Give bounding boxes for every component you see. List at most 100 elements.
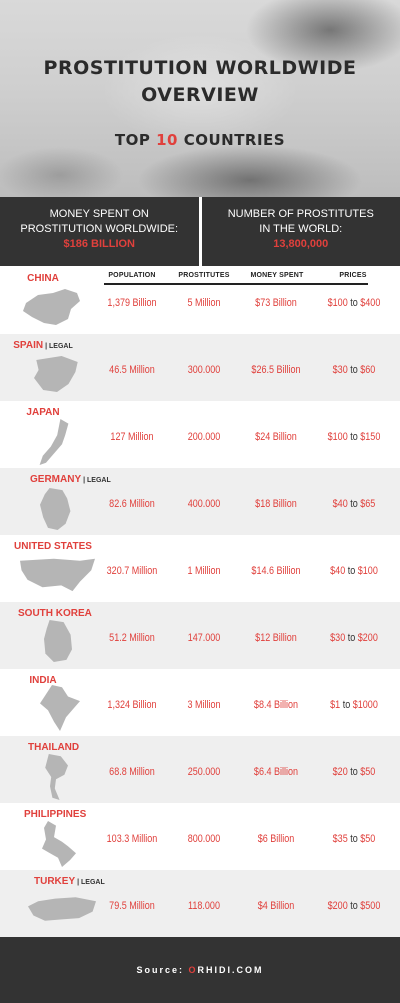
subtitle-pre: TOP (114, 131, 151, 149)
money-spent-value: $8.4 Billion (253, 699, 299, 711)
china-map-icon (23, 289, 80, 325)
column-header-population: POPULATION (108, 272, 156, 279)
price-to: to (350, 364, 358, 376)
brand-initial: O (188, 965, 198, 975)
price-range: $1 to $1000 (323, 699, 385, 711)
prostitutes-value: 800.000 (187, 833, 221, 845)
subtitle: TOP 10 COUNTRIES (0, 131, 400, 149)
column-header-money-spent: MONEY SPENT (250, 272, 304, 279)
subtitle-number: 10 (156, 131, 178, 149)
money-spent-value: $4 Billion (257, 900, 295, 912)
stats-bar: MONEY SPENT ON PROSTITUTION WORLDWIDE: $… (0, 197, 400, 266)
price-range: $35 to $50 (323, 833, 385, 845)
price-to: to (350, 833, 358, 845)
country-name: CHINA (27, 273, 59, 284)
header-background-photo (0, 0, 400, 197)
country-name: GERMANY | LEGAL (30, 474, 170, 485)
price-low: $40 (330, 565, 346, 577)
country-name: JAPAN (26, 407, 60, 418)
japan-map-icon (39, 419, 69, 465)
united-states-map-icon (20, 558, 95, 592)
prostitutes-value: 3 Million (187, 699, 221, 711)
population-value: 1,379 Billion (107, 297, 157, 309)
table-row: SPAIN | LEGAL 46.5 Million 300.000 $26.5 … (0, 334, 400, 401)
price-high: $100 (357, 565, 378, 577)
brand-rest: RHIDI.COM (197, 965, 264, 975)
count-stat-line-2: IN THE WORLD: (259, 223, 343, 235)
source-label: Source: (136, 965, 184, 975)
column-header-prices: PRICES (339, 272, 367, 279)
price-range: $30 to $60 (323, 364, 385, 376)
prostitutes-value: 5 Million (187, 297, 221, 309)
population-value: 1,324 Billion (107, 699, 157, 711)
legal-tag: | LEGAL (83, 477, 111, 484)
price-high: $60 (360, 364, 376, 376)
country-label: SPAIN (13, 340, 44, 351)
prostitutes-value: 300.000 (187, 364, 221, 376)
population-value: 320.7 Million (106, 565, 158, 577)
subtitle-post: COUNTRIES (183, 131, 286, 149)
price-high: $150 (360, 431, 381, 443)
title-line-1: PROSTITUTION WORLDWIDE (43, 57, 357, 79)
legal-tag: | LEGAL (45, 343, 73, 350)
price-low: $30 (330, 632, 346, 644)
price-high: $50 (360, 833, 376, 845)
turkey-map-icon (28, 897, 96, 921)
price-low: $20 (332, 766, 348, 778)
price-to: to (350, 900, 358, 912)
price-high: $200 (357, 632, 378, 644)
country-name: INDIA (29, 675, 57, 686)
price-high: $1000 (352, 699, 378, 711)
prostitutes-value: 250.000 (187, 766, 221, 778)
page-title: PROSTITUTION WORLDWIDE OVERVIEW (0, 55, 400, 109)
money-spent-value: $6.4 Billion (253, 766, 299, 778)
population-value: 79.5 Million (109, 900, 155, 912)
table-row: UNITED STATES 320.7 Million 1 Million $1… (0, 535, 400, 602)
price-low: $35 (332, 833, 348, 845)
price-low: $200 (327, 900, 348, 912)
south-korea-map-icon (44, 620, 72, 662)
table-row: PHILIPPINES 103.3 Million 800.000 $6 Bil… (0, 803, 400, 870)
country-name: THAILAND (28, 742, 80, 753)
price-to: to (347, 632, 356, 644)
table-row: CHINA 1,379 Billion 5 Million $73 Billio… (0, 267, 400, 334)
count-stat-line-1: NUMBER OF PROSTITUTES (227, 208, 374, 220)
population-value: 82.6 Million (109, 498, 155, 510)
country-label: TURKEY (34, 876, 76, 887)
prostitutes-value: 400.000 (187, 498, 221, 510)
price-range: $40 to $65 (323, 498, 385, 510)
price-to: to (342, 699, 351, 711)
money-stat-line-2: PROSTITUTION WORLDWIDE: (20, 223, 179, 235)
price-range: $40 to $100 (323, 565, 385, 577)
price-high: $50 (360, 766, 376, 778)
price-low: $1 (330, 699, 341, 711)
price-range: $30 to $200 (323, 632, 385, 644)
table-row: GERMANY | LEGAL 82.6 Million 400.000 $18 … (0, 468, 400, 535)
country-name: SPAIN | LEGAL (0, 340, 86, 351)
prostitutes-count-stat: NUMBER OF PROSTITUTES IN THE WORLD: 13,8… (202, 197, 400, 266)
column-header-underline (104, 283, 368, 285)
price-low: $100 (327, 297, 348, 309)
price-low: $100 (327, 431, 348, 443)
prostitutes-value: 1 Million (187, 565, 221, 577)
country-name: SOUTH KOREA (18, 608, 92, 619)
country-name: UNITED STATES (14, 541, 92, 552)
population-value: 68.8 Million (109, 766, 155, 778)
india-map-icon (40, 685, 80, 731)
spain-map-icon (34, 356, 78, 392)
price-low: $30 (332, 364, 348, 376)
price-to: to (350, 297, 358, 309)
price-to: to (350, 766, 358, 778)
thailand-map-icon (45, 754, 68, 800)
prostitutes-value: 147.000 (187, 632, 221, 644)
money-spent-value: $14.6 Billion (251, 565, 301, 577)
country-name: TURKEY | LEGAL (34, 876, 174, 887)
money-spent-value: $6 Billion (257, 833, 295, 845)
money-spent-value: $24 Billion (255, 431, 297, 443)
philippines-map-icon (42, 821, 76, 867)
header-banner: PROSTITUTION WORLDWIDE OVERVIEW TOP 10 C… (0, 0, 400, 197)
column-header-prostitutes: PROSTITUTES (178, 272, 230, 279)
table-row: JAPAN 127 Million 200.000 $24 Billion $1… (0, 401, 400, 468)
money-spent-value: $12 Billion (255, 632, 297, 644)
price-to: to (350, 431, 358, 443)
